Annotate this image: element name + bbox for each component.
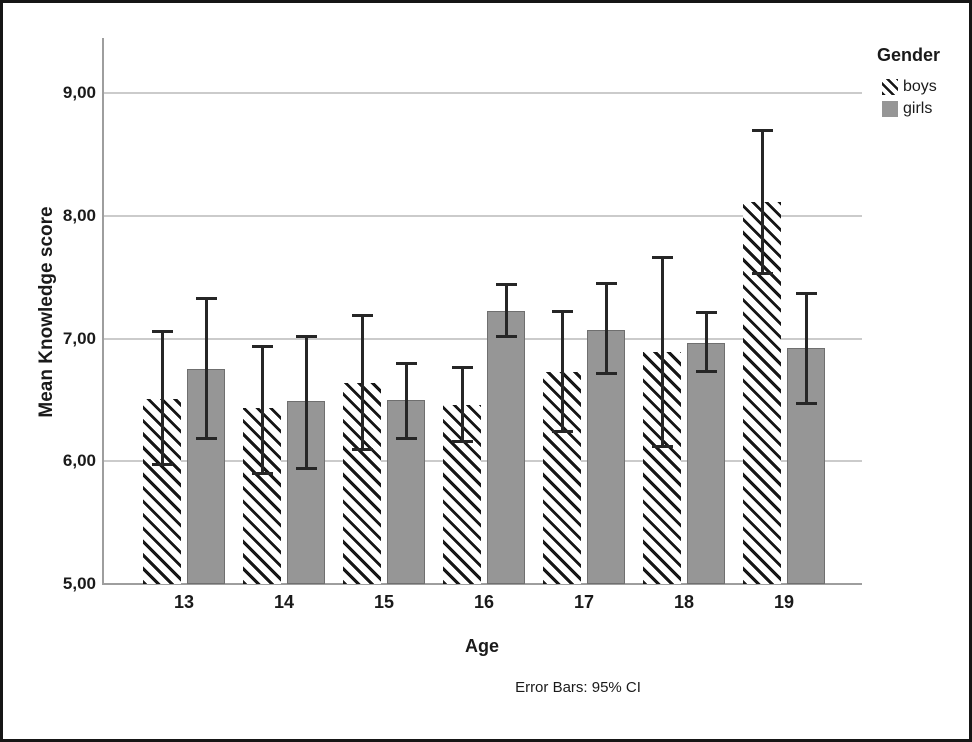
error-bar-cap <box>795 401 817 405</box>
error-bar-cap <box>495 335 517 339</box>
error-bar-boys-14 <box>251 344 273 475</box>
x-tick-label-17: 17 <box>573 592 595 612</box>
error-bar-cap <box>595 372 617 376</box>
x-tick-label-19: 19 <box>773 592 795 612</box>
error-bar-cap <box>595 282 617 286</box>
legend: Gender boys girls <box>876 45 940 123</box>
error-bar-stem <box>560 310 564 434</box>
error-bar-stem <box>760 128 764 275</box>
gridline-8,00 <box>104 214 862 217</box>
error-bar-cap <box>651 256 673 260</box>
error-bar-boys-17 <box>551 310 573 434</box>
error-bar-cap <box>395 361 417 365</box>
error-bar-stem <box>260 344 264 475</box>
error-bar-stem <box>204 296 208 441</box>
y-tick-label: 8,00 <box>62 205 96 225</box>
error-bar-cap <box>151 329 173 333</box>
error-bar-stem <box>804 291 808 405</box>
gridline-9,00 <box>104 92 862 94</box>
legend-label-boys: boys <box>903 78 937 95</box>
error-bar-cap <box>751 128 773 132</box>
error-bar-cap <box>695 369 717 373</box>
girls-gray-swatch-icon <box>882 101 898 117</box>
error-bar-cap <box>551 430 573 434</box>
error-bar-cap <box>695 311 717 315</box>
bar-girls-16 <box>487 311 525 584</box>
error-bar-girls-18 <box>695 311 717 373</box>
legend-title: Gender <box>877 45 941 65</box>
error-bar-cap <box>295 334 317 338</box>
error-bar-cap <box>251 344 273 348</box>
error-bar-girls-16 <box>495 283 517 339</box>
error-bar-cap <box>551 310 573 314</box>
error-bar-stem <box>504 283 508 339</box>
legend-item-boys: boys <box>882 79 940 95</box>
error-bar-cap <box>651 444 673 448</box>
y-tick-label: 9,00 <box>62 83 96 102</box>
x-tick-label-14: 14 <box>273 592 295 612</box>
error-bar-cap <box>795 291 817 295</box>
x-tick-label-13: 13 <box>173 592 195 612</box>
error-bar-cap <box>395 437 417 441</box>
bar-girls-18 <box>687 343 725 584</box>
legend-item-girls: girls <box>882 101 940 117</box>
error-bar-cap <box>195 437 217 441</box>
error-bar-cap <box>495 283 517 287</box>
error-bar-stem <box>304 334 308 470</box>
error-bar-stem <box>660 256 664 448</box>
error-bar-cap <box>351 313 373 317</box>
y-axis-title: Mean Knowledge score <box>36 206 57 418</box>
error-bar-cap <box>295 466 317 470</box>
error-bar-cap <box>195 296 217 300</box>
y-tick-label: 7,00 <box>62 328 96 348</box>
y-tick-label: 6,00 <box>62 451 96 471</box>
x-axis-line <box>102 583 862 585</box>
error-bar-cap <box>151 463 173 467</box>
error-bar-cap <box>251 471 273 475</box>
error-bar-girls-19 <box>795 291 817 405</box>
legend-label-girls: girls <box>903 100 933 117</box>
error-bar-boys-19 <box>751 128 773 275</box>
error-bar-girls-14 <box>295 334 317 470</box>
y-tick-label: 5,00 <box>62 574 96 593</box>
error-bar-stem <box>360 313 364 452</box>
error-bar-girls-17 <box>595 282 617 376</box>
y-axis-line <box>102 38 104 584</box>
error-bar-boys-13 <box>151 329 173 467</box>
x-tick-label-15: 15 <box>373 592 395 612</box>
error-bar-cap <box>351 448 373 452</box>
error-bar-girls-13 <box>195 296 217 441</box>
gridline-6,00 <box>104 460 862 463</box>
error-bar-cap <box>751 271 773 275</box>
error-bars-footnote: Error Bars: 95% CI <box>515 679 641 696</box>
x-tick-label-16: 16 <box>473 592 495 612</box>
gridline-7,00 <box>104 337 862 340</box>
error-bar-stem <box>404 361 408 441</box>
error-bar-stem <box>604 282 608 376</box>
boys-hatch-swatch-icon <box>882 79 898 95</box>
error-bar-boys-15 <box>351 313 373 452</box>
error-bar-boys-18 <box>651 256 673 448</box>
error-bar-stem <box>160 329 164 467</box>
error-bar-boys-16 <box>451 365 473 443</box>
x-axis-title: Age <box>464 636 500 656</box>
error-bar-stem <box>704 311 708 373</box>
error-bar-stem <box>460 365 464 443</box>
error-bar-cap <box>451 365 473 369</box>
x-tick-label-18: 18 <box>673 592 695 612</box>
error-bar-girls-15 <box>395 361 417 441</box>
error-bar-cap <box>451 439 473 443</box>
